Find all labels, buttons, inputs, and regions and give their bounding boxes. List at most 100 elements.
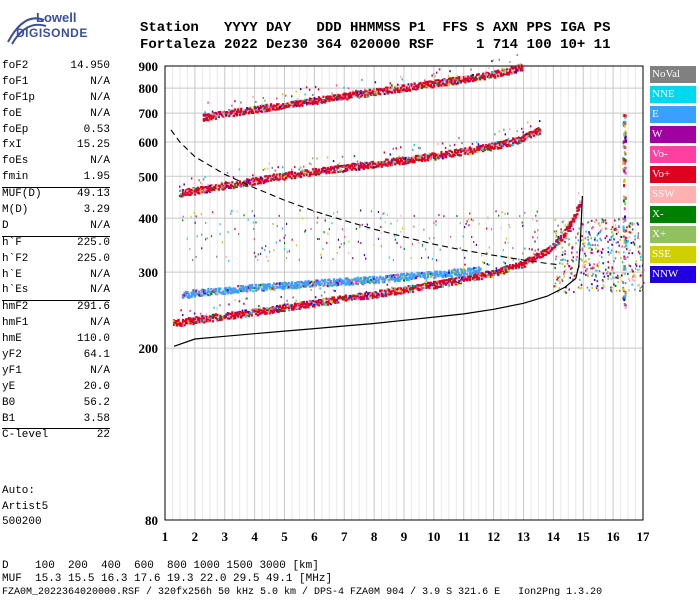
echo-point	[476, 272, 479, 275]
echo-point	[506, 270, 509, 273]
echo-point	[190, 295, 194, 298]
echo-point	[497, 74, 500, 77]
echo-point	[622, 180, 625, 184]
echo-point	[453, 149, 456, 152]
echo-point	[413, 275, 416, 278]
echo-point	[284, 94, 287, 97]
echo-point	[623, 157, 626, 161]
echo-point	[482, 275, 485, 278]
echo-point	[222, 290, 225, 293]
echo-point	[201, 294, 204, 297]
echo-point	[456, 271, 459, 274]
echo-point	[435, 156, 439, 159]
echo-point	[186, 193, 189, 196]
echo-point	[356, 276, 359, 279]
echo-point	[453, 283, 456, 286]
echo-point	[639, 256, 642, 259]
echo-point	[183, 291, 186, 295]
echo-point	[338, 296, 341, 299]
echo-point	[426, 159, 430, 162]
param-row: yF2 64.1	[2, 349, 110, 365]
echo-point	[503, 141, 506, 144]
echo-point	[485, 145, 488, 148]
echo-point	[531, 261, 534, 264]
echo-point	[273, 286, 276, 289]
echo-point	[429, 282, 433, 285]
echo-point	[364, 90, 367, 94]
echo-point	[264, 248, 266, 251]
echo-point	[189, 320, 192, 323]
echo-point	[207, 115, 210, 118]
echo-point	[441, 82, 445, 85]
echo-point	[564, 224, 567, 227]
echo-point	[283, 307, 286, 310]
echo-point	[313, 282, 316, 285]
echo-point	[422, 85, 425, 88]
echo-point	[513, 264, 516, 268]
echo-point	[431, 283, 434, 286]
echo-point	[374, 162, 377, 165]
echo-point	[234, 100, 236, 103]
echo-point	[471, 148, 474, 151]
echo-point	[305, 281, 309, 284]
echo-point	[195, 215, 197, 218]
echo-point	[624, 202, 627, 206]
echo-point	[295, 299, 297, 302]
echo-point	[437, 280, 440, 284]
echo-point	[574, 214, 577, 217]
echo-point	[400, 86, 403, 90]
echo-point	[347, 298, 350, 302]
echo-point	[373, 88, 375, 91]
echo-point	[419, 272, 422, 275]
echo-point	[476, 274, 479, 278]
echo-point	[264, 99, 266, 102]
echo-point	[201, 233, 203, 236]
echo-point	[296, 285, 300, 288]
echo-point	[400, 292, 403, 295]
echo-point	[208, 187, 212, 190]
echo-point	[435, 285, 439, 288]
echo-point	[401, 275, 404, 278]
echo-point	[334, 97, 337, 100]
echo-point	[425, 283, 428, 286]
echo-point	[383, 280, 386, 283]
echo-point	[304, 98, 307, 101]
echo-point	[398, 275, 401, 278]
echo-point	[564, 290, 567, 293]
echo-point	[186, 318, 189, 321]
echo-point	[596, 244, 599, 247]
echo-point	[208, 114, 212, 117]
echo-point	[319, 101, 322, 104]
echo-point	[423, 159, 427, 162]
echo-point	[220, 188, 223, 191]
echo-point	[355, 91, 358, 95]
echo-point	[480, 74, 483, 77]
echo-point	[195, 189, 198, 193]
echo-point	[410, 272, 413, 275]
echo-point	[521, 64, 524, 67]
echo-point	[503, 128, 505, 131]
echo-point	[283, 281, 286, 284]
echo-point	[335, 299, 338, 302]
echo-point	[355, 163, 358, 166]
echo-point	[201, 290, 204, 293]
echo-point	[264, 179, 267, 182]
echo-point	[416, 271, 419, 275]
echo-point	[465, 149, 468, 152]
echo-point	[320, 281, 324, 284]
echo-point	[228, 259, 230, 262]
echo-point	[397, 158, 400, 161]
echo-point	[534, 240, 536, 243]
echo-point	[432, 152, 436, 155]
echo-point	[504, 265, 507, 268]
echo-point	[172, 320, 176, 323]
echo-point	[528, 259, 531, 263]
echo-point	[377, 210, 380, 213]
echo-point	[362, 167, 365, 171]
echo-point	[458, 76, 461, 80]
echo-point	[443, 78, 446, 81]
echo-point	[441, 274, 445, 277]
echo-point	[562, 234, 566, 237]
echo-point	[219, 317, 222, 320]
y-tick-label: 500	[139, 169, 159, 184]
